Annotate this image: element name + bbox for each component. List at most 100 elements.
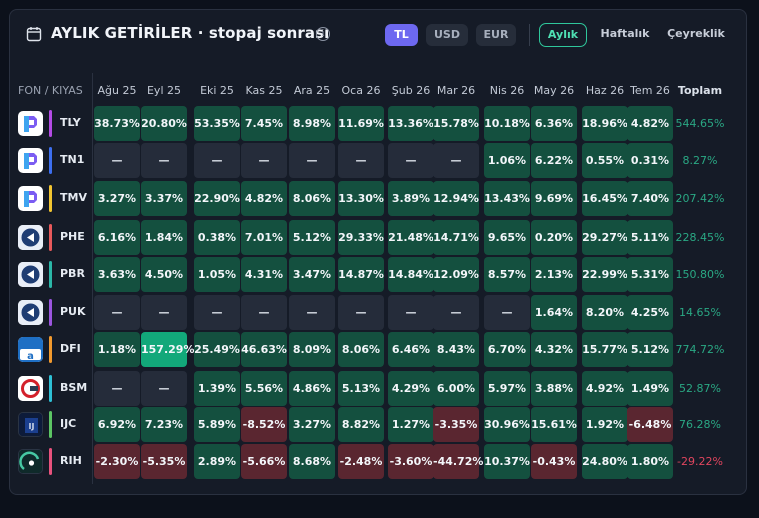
- return-cell[interactable]: —: [241, 143, 287, 178]
- return-cell[interactable]: 18.96%: [582, 106, 628, 141]
- return-cell[interactable]: -3.60%: [388, 444, 434, 479]
- currency-tl-button[interactable]: TL: [385, 24, 418, 46]
- return-cell[interactable]: 14.87%: [338, 257, 384, 292]
- fund-label-phe[interactable]: PHE: [18, 220, 93, 254]
- return-cell[interactable]: 10.37%: [484, 444, 530, 479]
- return-cell[interactable]: 8.43%: [433, 332, 479, 367]
- return-cell[interactable]: 4.86%: [289, 371, 335, 406]
- return-cell[interactable]: 0.38%: [194, 220, 240, 255]
- return-cell[interactable]: 1.80%: [627, 444, 673, 479]
- return-cell[interactable]: 1.84%: [141, 220, 187, 255]
- return-cell[interactable]: 8.06%: [338, 332, 384, 367]
- return-cell[interactable]: —: [141, 295, 187, 330]
- return-cell[interactable]: —: [338, 143, 384, 178]
- return-cell[interactable]: —: [194, 143, 240, 178]
- return-cell[interactable]: 29.33%: [338, 220, 384, 255]
- return-cell[interactable]: 10.18%: [484, 106, 530, 141]
- fund-label-tly[interactable]: TLY: [18, 106, 93, 140]
- return-cell[interactable]: 38.73%: [94, 106, 140, 141]
- return-cell[interactable]: 9.65%: [484, 220, 530, 255]
- return-cell[interactable]: —: [484, 295, 530, 330]
- return-cell[interactable]: 2.89%: [194, 444, 240, 479]
- return-cell[interactable]: —: [94, 143, 140, 178]
- return-cell[interactable]: 4.31%: [241, 257, 287, 292]
- return-cell[interactable]: —: [388, 295, 434, 330]
- return-cell[interactable]: 7.45%: [241, 106, 287, 141]
- return-cell[interactable]: 22.99%: [582, 257, 628, 292]
- return-cell[interactable]: 5.12%: [627, 332, 673, 367]
- return-cell[interactable]: 4.82%: [241, 181, 287, 216]
- return-cell[interactable]: 7.23%: [141, 407, 187, 442]
- return-cell[interactable]: 12.09%: [433, 257, 479, 292]
- return-cell[interactable]: 6.22%: [531, 143, 577, 178]
- return-cell[interactable]: 53.35%: [194, 106, 240, 141]
- fund-label-ijc[interactable]: IJ IJC: [18, 407, 93, 441]
- return-cell[interactable]: 8.09%: [289, 332, 335, 367]
- return-cell[interactable]: 1.05%: [194, 257, 240, 292]
- fund-label-dfi[interactable]: a DFI: [18, 332, 93, 366]
- return-cell[interactable]: 11.69%: [338, 106, 384, 141]
- return-cell[interactable]: 16.45%: [582, 181, 628, 216]
- return-cell[interactable]: 5.89%: [194, 407, 240, 442]
- return-cell[interactable]: -5.66%: [241, 444, 287, 479]
- return-cell[interactable]: 6.92%: [94, 407, 140, 442]
- return-cell[interactable]: —: [433, 295, 479, 330]
- return-cell[interactable]: 24.80%: [582, 444, 628, 479]
- return-cell[interactable]: —: [94, 295, 140, 330]
- return-cell[interactable]: 6.70%: [484, 332, 530, 367]
- return-cell[interactable]: 8.06%: [289, 181, 335, 216]
- return-cell[interactable]: 13.36%: [388, 106, 434, 141]
- return-cell[interactable]: 8.98%: [289, 106, 335, 141]
- return-cell[interactable]: -44.72%: [433, 444, 483, 479]
- return-cell[interactable]: —: [141, 143, 187, 178]
- return-cell[interactable]: -6.48%: [627, 407, 673, 442]
- return-cell[interactable]: 13.43%: [484, 181, 530, 216]
- return-cell[interactable]: 9.69%: [531, 181, 577, 216]
- return-cell[interactable]: 3.27%: [94, 181, 140, 216]
- return-cell[interactable]: 3.37%: [141, 181, 187, 216]
- return-cell[interactable]: 8.68%: [289, 444, 335, 479]
- return-cell[interactable]: —: [94, 371, 140, 406]
- period-monthly-button[interactable]: Aylık: [539, 23, 587, 47]
- return-cell[interactable]: —: [433, 143, 479, 178]
- return-cell[interactable]: -0.43%: [531, 444, 577, 479]
- return-cell[interactable]: 5.11%: [627, 220, 673, 255]
- return-cell[interactable]: —: [141, 371, 187, 406]
- return-cell[interactable]: 29.27%: [582, 220, 628, 255]
- return-cell[interactable]: 4.25%: [627, 295, 673, 330]
- return-cell[interactable]: -2.30%: [94, 444, 140, 479]
- fund-label-pbr[interactable]: PBR: [18, 257, 93, 291]
- return-cell[interactable]: 0.20%: [531, 220, 577, 255]
- return-cell[interactable]: -8.52%: [241, 407, 287, 442]
- return-cell[interactable]: 5.97%: [484, 371, 530, 406]
- return-cell[interactable]: 25.49%: [194, 332, 240, 367]
- return-cell[interactable]: 4.82%: [627, 106, 673, 141]
- return-cell[interactable]: —: [388, 143, 434, 178]
- currency-eur-button[interactable]: EUR: [476, 24, 516, 46]
- return-cell[interactable]: 8.57%: [484, 257, 530, 292]
- return-cell[interactable]: 6.46%: [388, 332, 434, 367]
- return-cell[interactable]: 5.31%: [627, 257, 673, 292]
- fund-label-bsm[interactable]: BSM: [18, 371, 93, 405]
- return-cell[interactable]: 3.89%: [388, 181, 434, 216]
- return-cell[interactable]: 4.32%: [531, 332, 577, 367]
- return-cell[interactable]: 14.71%: [433, 220, 479, 255]
- return-cell[interactable]: 12.94%: [433, 181, 479, 216]
- return-cell[interactable]: 0.31%: [627, 143, 673, 178]
- return-cell[interactable]: 5.56%: [241, 371, 287, 406]
- return-cell[interactable]: 6.00%: [433, 371, 479, 406]
- return-cell[interactable]: 7.01%: [241, 220, 287, 255]
- return-cell[interactable]: 6.36%: [531, 106, 577, 141]
- return-cell[interactable]: 4.50%: [141, 257, 187, 292]
- currency-usd-button[interactable]: USD: [426, 24, 468, 46]
- return-cell[interactable]: -2.48%: [338, 444, 384, 479]
- return-cell[interactable]: 1.27%: [388, 407, 434, 442]
- return-cell[interactable]: -5.35%: [141, 444, 187, 479]
- fund-label-puk[interactable]: PUK: [18, 295, 93, 329]
- return-cell[interactable]: 8.20%: [582, 295, 628, 330]
- return-cell[interactable]: 1.64%: [531, 295, 577, 330]
- return-cell[interactable]: 14.84%: [388, 257, 434, 292]
- return-cell[interactable]: 1.49%: [627, 371, 673, 406]
- return-cell[interactable]: 2.13%: [531, 257, 577, 292]
- return-cell[interactable]: 15.78%: [433, 106, 479, 141]
